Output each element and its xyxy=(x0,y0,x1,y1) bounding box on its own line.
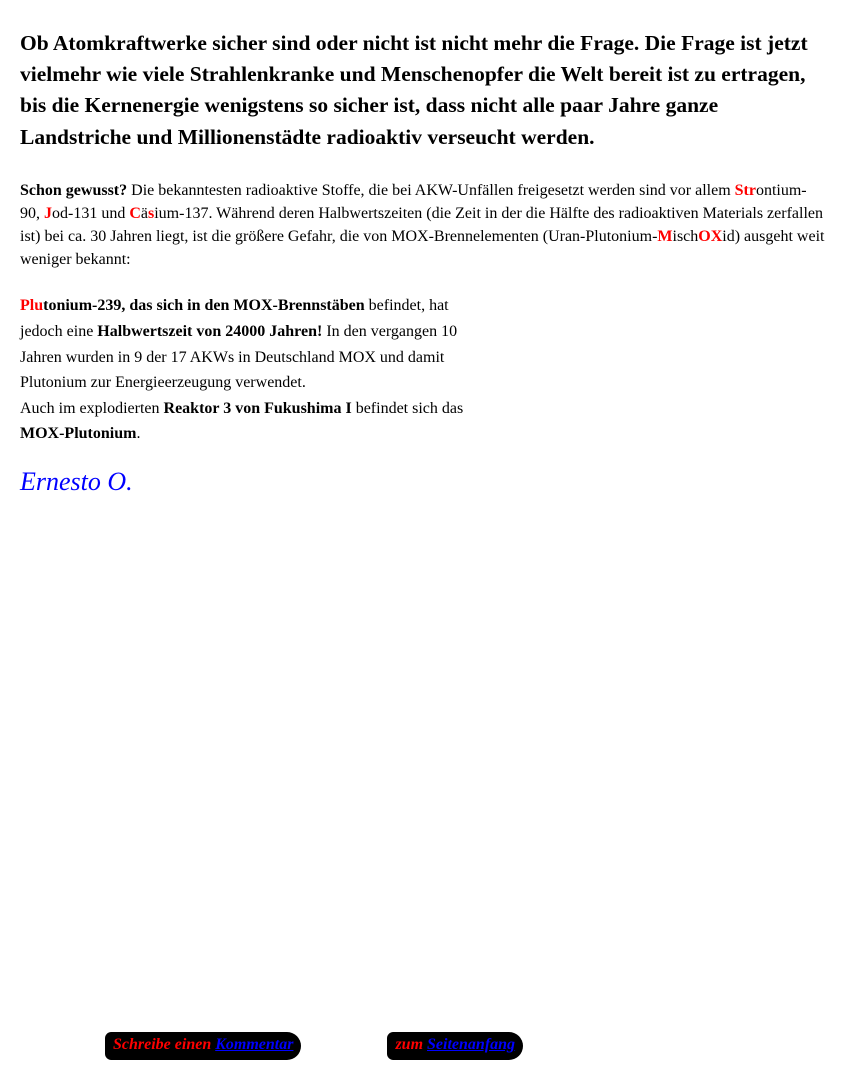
reaktor3-label: Reaktor 3 von Fukushima I xyxy=(164,400,352,417)
mox-isch: isch xyxy=(673,228,699,245)
mox-m: M xyxy=(657,228,672,245)
tonium-bold: tonium-239, das sich in den MOX-Brennstä… xyxy=(43,297,365,314)
pluto-line7a: befindet sich das xyxy=(356,400,464,417)
comment-prefix: Schreibe einen xyxy=(113,1036,215,1054)
info-paragraph: Schon gewusst? Die bekanntesten radioakt… xyxy=(20,179,826,272)
jod-highlight: J xyxy=(44,205,52,222)
top-link[interactable]: Seitenanfang xyxy=(427,1036,515,1054)
schon-gewusst-label: Schon gewusst? xyxy=(20,182,127,199)
pluto-line6a: Auch im explodierten xyxy=(20,400,164,417)
plutonium-paragraph: Plutonium-239, das sich in den MOX-Brenn… xyxy=(20,293,495,447)
mox-ox: OX xyxy=(698,228,722,245)
mox-plutonium-label: MOX-Plutonium xyxy=(20,425,136,442)
caesium-a: ä xyxy=(141,205,148,222)
pluto-line7c: . xyxy=(136,425,140,442)
halbwertszeit-label: Halbwertszeit von xyxy=(97,323,221,340)
lead-paragraph: Ob Atomkraftwerke sicher sind oder nicht… xyxy=(20,28,826,153)
halbwertszeit-years: 24000 Jahren! xyxy=(225,323,322,340)
comment-link[interactable]: Kommentar xyxy=(215,1036,293,1054)
pl-red: Pl xyxy=(20,297,34,314)
comment-badge: Schreibe einen Kommentar xyxy=(105,1032,301,1060)
info-text-1: Die bekanntesten radioaktive Stoffe, die… xyxy=(127,182,735,199)
caesium-c: C xyxy=(129,205,141,222)
strontium-highlight: Str xyxy=(735,182,756,199)
jod-rest: od-131 und xyxy=(52,205,129,222)
top-prefix: zum xyxy=(395,1036,427,1054)
author-signature: Ernesto O. xyxy=(20,467,826,497)
top-badge: zum Seitenanfang xyxy=(387,1032,523,1060)
footer-bar: Schreibe einen Kommentar zum Seitenanfan… xyxy=(105,1032,609,1060)
u-red: u xyxy=(34,297,43,314)
